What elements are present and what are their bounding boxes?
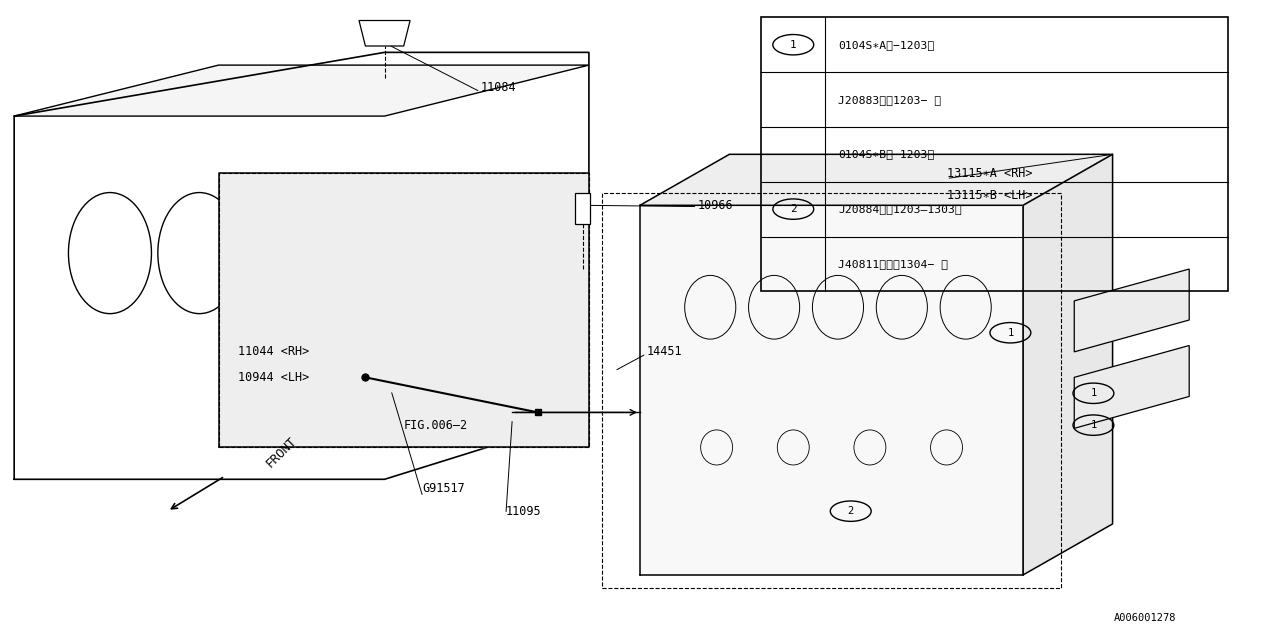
Text: 10944 <LH>: 10944 <LH>: [238, 371, 308, 384]
Text: FIG.006–2: FIG.006–2: [403, 419, 467, 431]
Polygon shape: [1074, 269, 1189, 352]
Polygon shape: [575, 193, 590, 225]
Text: 2: 2: [847, 506, 854, 516]
Polygon shape: [640, 154, 1112, 205]
Text: A006001278: A006001278: [1114, 612, 1176, 623]
Text: J20883　（1203− ）: J20883 （1203− ）: [838, 95, 941, 104]
Text: 0104S∗B（−1203）: 0104S∗B（−1203）: [838, 149, 934, 159]
Polygon shape: [14, 65, 589, 116]
Text: 14451: 14451: [646, 345, 682, 358]
Text: 0104S∗A（−1203）: 0104S∗A（−1203）: [838, 40, 934, 50]
Text: J20884　（1203–1303）: J20884 （1203–1303）: [838, 204, 961, 214]
Text: 13115∗B <LH>: 13115∗B <LH>: [946, 189, 1032, 202]
Text: 11095: 11095: [506, 504, 541, 518]
Text: 2: 2: [790, 204, 796, 214]
Text: 10966: 10966: [698, 198, 733, 212]
Text: 11084: 11084: [480, 81, 516, 94]
Text: J40811　　（1304− ）: J40811 （1304− ）: [838, 259, 948, 269]
Text: G91517: G91517: [422, 482, 466, 495]
Text: FRONT: FRONT: [264, 434, 300, 470]
Text: 1: 1: [1091, 388, 1097, 398]
Text: 1: 1: [1007, 328, 1014, 338]
Polygon shape: [1074, 346, 1189, 428]
Text: 1: 1: [790, 40, 796, 50]
Polygon shape: [640, 205, 1023, 575]
Text: 1: 1: [1091, 420, 1097, 430]
Text: 13115∗A <RH>: 13115∗A <RH>: [946, 167, 1032, 180]
Text: 11044 <RH>: 11044 <RH>: [238, 345, 308, 358]
Polygon shape: [1023, 154, 1112, 575]
Polygon shape: [219, 173, 589, 447]
Polygon shape: [358, 20, 410, 46]
